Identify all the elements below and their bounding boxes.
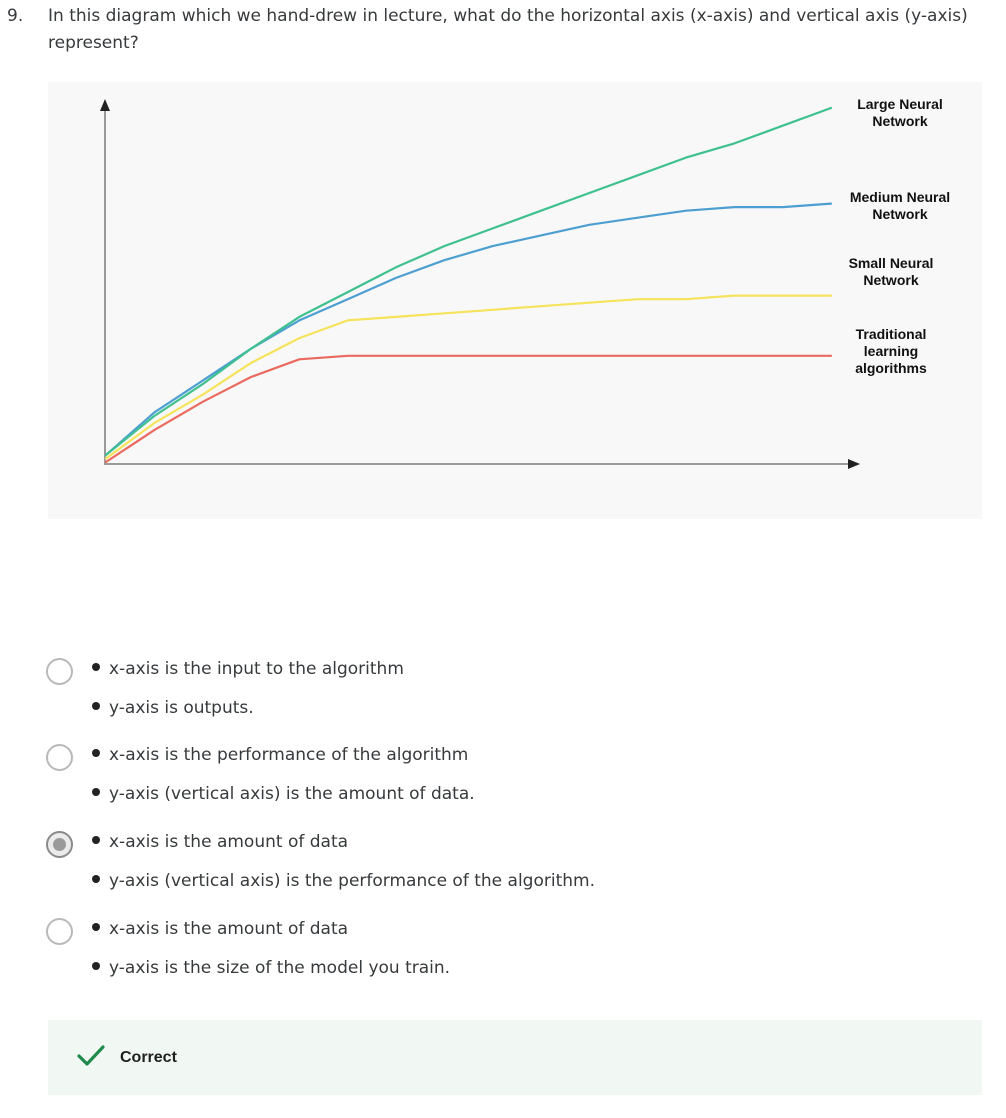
radio-button[interactable] [46,918,73,945]
bullet-icon [92,875,100,883]
x-axis-arrow [848,459,860,469]
option-text: x-axis is the amount of data [109,832,349,852]
option-text: y-axis is the size of the model you trai… [109,958,451,978]
bullet-icon [92,702,100,710]
option-text: y-axis (vertical axis) is the performanc… [109,871,595,891]
y-axis-arrow [100,99,110,111]
option-text: y-axis (vertical axis) is the amount of … [109,784,475,804]
option-text: x-axis is the amount of data [109,919,349,939]
series-line-small [104,294,833,460]
series-line-medium [104,202,833,456]
option-line: y-axis is outputs. [92,697,254,719]
radio-button-selected[interactable] [46,831,73,858]
feedback-panel: Correct [48,1020,982,1095]
diagram-figure: Large Neural Network Medium Neural Netwo… [48,82,982,519]
option-text: y-axis is outputs. [109,698,254,718]
radio-selected-dot [53,838,66,851]
series-layer [104,106,833,464]
answer-option-4[interactable]: x-axis is the amount of data y-axis is t… [46,918,946,998]
question-number: 9. [7,6,24,26]
series-line-large [104,106,833,456]
check-icon [77,1045,105,1066]
answer-option-1[interactable]: x-axis is the input to the algorithm y-a… [46,658,946,738]
radio-button[interactable] [46,658,73,685]
chart-svg [100,99,860,469]
option-line: y-axis is the size of the model you trai… [92,957,450,979]
bullet-icon [92,663,100,671]
legend-label-large: Large Neural Network [857,96,943,129]
legend-label-medium: Medium Neural Network [849,189,951,222]
feedback-label: Correct [120,1049,177,1066]
option-line: x-axis is the amount of data [92,918,348,940]
bullet-icon [92,836,100,844]
answer-option-3[interactable]: x-axis is the amount of data y-axis (ver… [46,831,946,911]
question-text: In this diagram which we hand-drew in le… [48,6,968,53]
radio-button[interactable] [46,744,73,771]
series-line-traditional [104,354,833,464]
option-line: x-axis is the amount of data [92,831,348,853]
option-line: y-axis (vertical axis) is the performanc… [92,870,595,892]
answer-option-2[interactable]: x-axis is the performance of the algorit… [46,744,946,824]
bullet-icon [92,749,100,757]
option-line: x-axis is the input to the algorithm [92,658,404,680]
bullet-icon [92,962,100,970]
bullet-icon [92,788,100,796]
bullet-icon [92,923,100,931]
option-line: y-axis (vertical axis) is the amount of … [92,783,475,805]
option-text: x-axis is the performance of the algorit… [109,745,469,765]
option-line: x-axis is the performance of the algorit… [92,744,468,766]
option-text: x-axis is the input to the algorithm [109,659,404,679]
legend-label-traditional: Traditional learning algorithms [855,326,927,376]
legend-label-small: Small Neural Network [848,255,934,288]
